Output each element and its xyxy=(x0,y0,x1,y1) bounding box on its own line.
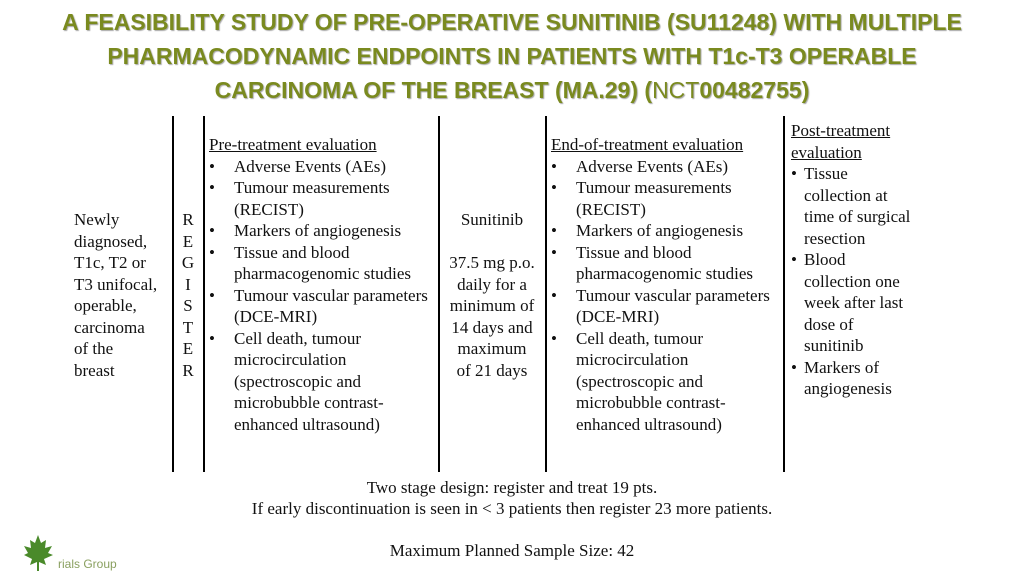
list-item: Tissue and blood pharmacogenomic studies xyxy=(209,242,437,285)
title-line-1: A FEASIBILITY STUDY OF PRE-OPERATIVE SUN… xyxy=(62,9,962,35)
register-letter: R xyxy=(182,360,194,380)
divider-line-1 xyxy=(172,116,174,472)
end-of-treatment-column: End-of-treatment evaluation Adverse Even… xyxy=(551,134,781,435)
list-item: Tissue collection at time of surgical re… xyxy=(791,163,916,249)
nct-prefix: NCT xyxy=(652,77,700,103)
pre-treatment-heading: Pre-treatment evaluation xyxy=(209,135,377,154)
list-item: Tumour vascular parameters (DCE-MRI) xyxy=(551,285,781,328)
register-letter: G xyxy=(181,253,195,272)
list-item: Markers of angiogenesis xyxy=(791,357,916,400)
register-letter: E xyxy=(182,339,194,358)
post-treatment-column: Post-treatment evaluation Tissue collect… xyxy=(791,120,916,400)
list-item: Tumour measurements (RECIST) xyxy=(209,177,437,220)
list-item: Tumour vascular parameters (DCE-MRI) xyxy=(209,285,437,328)
register-label: R E G I S T E R xyxy=(176,209,200,381)
end-of-treatment-list: Adverse Events (AEs) Tumour measurements… xyxy=(551,156,781,436)
register-letter: S xyxy=(183,296,193,315)
post-treatment-heading-line-2: evaluation xyxy=(791,142,862,162)
title-close-paren: ) xyxy=(801,77,810,103)
logo-text: rials Group xyxy=(58,557,117,571)
eligibility-line: T3 unifocal, xyxy=(74,274,158,294)
eligibility-column: Newly diagnosed, T1c, T2 or T3 unifocal,… xyxy=(74,209,172,381)
dosing-line: of 21 days xyxy=(456,360,528,380)
divider-line-3 xyxy=(438,116,440,472)
design-line-2: If early discontinuation is seen in < 3 … xyxy=(251,499,773,518)
eligibility-line: operable, xyxy=(74,296,137,315)
dosing-line: 37.5 mg p.o. xyxy=(449,253,535,272)
design-note: Two stage design: register and treat 19 … xyxy=(0,477,1024,519)
post-treatment-heading: Post-treatment evaluation xyxy=(791,120,916,163)
title-line-3-main: CARCINOMA OF THE BREAST (MA.29) ( xyxy=(214,77,653,103)
divider-line-4 xyxy=(545,116,547,472)
dosing-line: 14 days and xyxy=(451,317,533,337)
maple-leaf-icon xyxy=(24,535,53,571)
list-item: Tumour measurements (RECIST) xyxy=(551,177,781,220)
register-letter: T xyxy=(182,317,194,337)
eligibility-line: Newly xyxy=(74,210,120,229)
drug-name: Sunitinib xyxy=(460,210,524,229)
register-letter: R xyxy=(182,210,194,229)
list-item: Blood collection one week after last dos… xyxy=(791,249,916,357)
list-item: Markers of angiogenesis xyxy=(551,220,781,242)
post-treatment-list: Tissue collection at time of surgical re… xyxy=(791,163,916,400)
register-letter: I xyxy=(185,274,191,294)
post-treatment-heading-line-1: Post-treatment xyxy=(791,121,891,140)
eligibility-line: T1c, T2 or xyxy=(74,253,146,272)
dosing-line: daily for a xyxy=(457,274,527,294)
title-line-3: CARCINOMA OF THE BREAST (MA.29) (NCT0048… xyxy=(0,73,1024,107)
dosing-line: minimum of xyxy=(449,296,535,315)
register-letter: E xyxy=(182,231,194,251)
pre-treatment-list: Adverse Events (AEs) Tumour measurements… xyxy=(209,156,437,436)
eligibility-line: of the xyxy=(74,339,114,358)
nct-number: 00482755 xyxy=(699,77,802,103)
dosing-line: maximum xyxy=(457,339,527,358)
list-item: Adverse Events (AEs) xyxy=(551,156,781,178)
eligibility-line: carcinoma xyxy=(74,317,145,337)
sample-size: Maximum Planned Sample Size: 42 xyxy=(389,541,635,560)
divider-line-5 xyxy=(783,116,785,472)
design-line-1: Two stage design: register and treat 19 … xyxy=(366,478,658,497)
list-item: Markers of angiogenesis xyxy=(209,220,437,242)
treatment-column: Sunitinib 37.5 mg p.o. daily for a minim… xyxy=(441,209,543,381)
list-item: Tissue and blood pharmacogenomic studies xyxy=(551,242,781,285)
list-item: Adverse Events (AEs) xyxy=(209,156,437,178)
title-line-2: PHARMACODYNAMIC ENDPOINTS IN PATIENTS WI… xyxy=(107,43,917,69)
divider-line-2 xyxy=(203,116,205,472)
list-item: Cell death, tumour microcirculation (spe… xyxy=(209,328,437,436)
eligibility-line: breast xyxy=(74,360,115,380)
pre-treatment-column: Pre-treatment evaluation Adverse Events … xyxy=(209,134,437,435)
eligibility-line: diagnosed, xyxy=(74,231,148,251)
page-title: A FEASIBILITY STUDY OF PRE-OPERATIVE SUN… xyxy=(0,5,1024,107)
list-item: Cell death, tumour microcirculation (spe… xyxy=(551,328,781,436)
end-of-treatment-heading: End-of-treatment evaluation xyxy=(551,135,744,154)
